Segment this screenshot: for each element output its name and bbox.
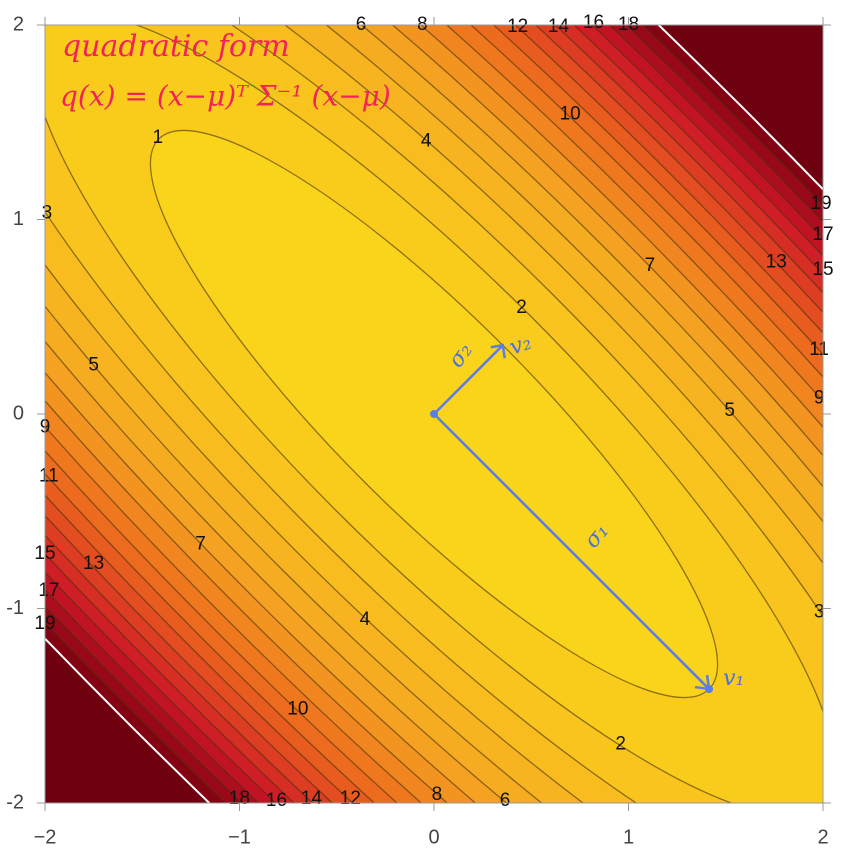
x-tick-label: 1 — [623, 826, 634, 848]
annotation-title: quadratic form — [62, 29, 290, 64]
contour-label: 8 — [432, 784, 443, 805]
contour-label: 9 — [814, 387, 825, 408]
contour-label: 14 — [548, 16, 570, 37]
contour-label: 6 — [500, 790, 511, 811]
annotation-formula: q(x) = (x−μ)ᵀ Σ⁻¹ (x−μ) — [60, 80, 391, 113]
contour-label: 4 — [421, 131, 432, 152]
contour-label: 5 — [88, 354, 99, 375]
contour-label: 17 — [38, 580, 59, 601]
contour-label: 10 — [560, 103, 581, 124]
contour-label: 14 — [301, 788, 323, 809]
x-tick-label: 0 — [428, 826, 439, 848]
contour-label: 11 — [809, 339, 829, 360]
contour-label: 4 — [360, 609, 371, 630]
x-tick-label: −2 — [34, 826, 57, 848]
contour-label: 3 — [42, 203, 53, 224]
label-v1: v₁ — [723, 666, 744, 691]
contour-label: 13 — [83, 553, 104, 574]
contour-label: 18 — [229, 788, 250, 809]
y-tick-label: -1 — [6, 597, 24, 619]
sigma1-arrow — [433, 413, 710, 690]
sigma2-arrow — [433, 344, 504, 415]
contour-label: 2 — [615, 734, 626, 755]
contour-label: 1 — [153, 127, 164, 148]
contour-label: 2 — [516, 297, 527, 318]
y-tick-label: 0 — [13, 402, 24, 424]
contour-label: 16 — [266, 790, 287, 811]
x-tick-label: 2 — [817, 826, 828, 848]
contour-label: 12 — [340, 788, 361, 809]
center-point — [430, 410, 438, 418]
y-tick-label: 1 — [13, 208, 24, 230]
contour-label: 7 — [195, 533, 206, 554]
contour-label: 19 — [810, 193, 831, 214]
contour-label: 3 — [814, 601, 825, 622]
end-point — [705, 685, 714, 694]
contour-label: 5 — [724, 400, 735, 421]
contour-label: 12 — [507, 16, 528, 37]
y-tick-label: -2 — [6, 791, 24, 813]
contour-label: 10 — [287, 699, 308, 720]
contour-label: 13 — [766, 251, 787, 272]
x-tick-label: −1 — [228, 826, 251, 848]
contour-label: 16 — [583, 12, 604, 33]
contour-label: 7 — [645, 255, 656, 276]
y-tick-label: 2 — [13, 13, 24, 35]
contour-label: 11 — [39, 465, 59, 486]
arrowhead — [490, 343, 507, 359]
